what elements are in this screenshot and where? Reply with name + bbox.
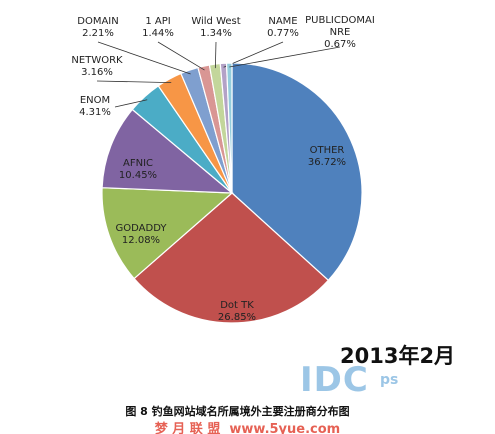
category-label: NETWORK (71, 55, 123, 66)
category-label: AFNIC (122, 158, 154, 169)
pie-slice (133, 192, 330, 324)
leader-line (97, 41, 191, 75)
watermark: IDC (300, 360, 369, 400)
category-label: DOMAIN (77, 16, 119, 27)
value-label: 4.31% (79, 107, 111, 118)
slice-label: 1 API 1.44% (142, 16, 174, 40)
leader-line (229, 46, 341, 68)
category-label: NAME (268, 16, 298, 27)
slice-label: NETWORK 3.16% (71, 55, 122, 79)
value-label: 26.85% (217, 312, 257, 323)
leader-line (157, 41, 205, 71)
slice-label: NAME 0.77% (267, 16, 299, 40)
slice-label: Wild West 1.34% (191, 16, 240, 40)
leader-line (214, 41, 217, 69)
leader-line (96, 80, 172, 84)
value-label: 1.44% (142, 28, 174, 39)
value-label: 36.72% (307, 157, 347, 168)
category-label: GODADDY (115, 223, 167, 234)
pie-slice (225, 62, 233, 194)
slice-label: ENOM 4.31% (79, 95, 111, 119)
value-label: 3.16% (81, 67, 113, 78)
value-label: 1.34% (200, 28, 232, 39)
slice-label: GODADDY 12.08% (116, 223, 167, 247)
slice-label: AFNIC 10.45% (119, 158, 157, 182)
category-label: OTHER (309, 145, 345, 156)
value-label: 0.67% (324, 39, 356, 50)
chart-title: 图 8 钓鱼网站域名所属境外主要注册商分布图 (125, 405, 350, 418)
category-label: PUBLICDOMAINRE (305, 15, 375, 38)
watermark: 梦 月 联 盟 www.5yue.com (154, 422, 341, 434)
pie-slice (101, 187, 234, 280)
category-label: Dot TK (220, 300, 254, 311)
value-label: 2.21% (82, 28, 114, 39)
value-label: 12.08% (121, 235, 161, 246)
slice-label: OTHER 36.72% (308, 145, 346, 169)
pie-slice (231, 62, 363, 282)
leader-line (223, 41, 284, 68)
watermark: ps (380, 372, 399, 388)
category-label: Wild West (191, 16, 241, 27)
value-label: 10.45% (118, 170, 158, 181)
category-label: 1 API (145, 16, 171, 27)
value-label: 0.77% (267, 28, 299, 39)
slice-label: Dot TK 26.85% (218, 300, 256, 324)
slice-label: PUBLICDOMAINRE 0.67% (303, 15, 377, 51)
slice-label: DOMAIN 2.21% (77, 16, 118, 40)
date-annotation: 2013年2月 (340, 344, 456, 368)
category-label: ENOM (79, 95, 111, 106)
pie-slice (101, 108, 234, 194)
leader-line (114, 99, 148, 108)
